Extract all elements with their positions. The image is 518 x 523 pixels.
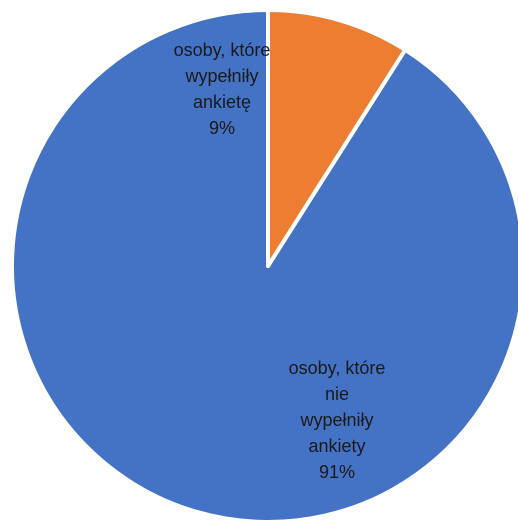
slice-label-line: wypełniły bbox=[299, 410, 373, 430]
slice-label-1: osoby, które nie wypełniły ankiety 91% bbox=[289, 358, 386, 482]
slice-label-line: ankiety bbox=[308, 436, 365, 456]
slice-label-line: wypełniły bbox=[184, 66, 258, 86]
slice-label-line: ankietę bbox=[193, 92, 251, 112]
pie-slices bbox=[10, 8, 518, 523]
pie-slice-0 bbox=[266, 8, 408, 268]
slice-percent-label: 91% bbox=[319, 462, 355, 482]
slice-label-line: nie bbox=[325, 384, 349, 404]
pie-slice-1 bbox=[10, 8, 518, 523]
slice-label-line: osoby, które bbox=[289, 358, 386, 378]
slice-label-0: osoby, które wypełniły ankietę 9% bbox=[174, 40, 271, 138]
slice-label-line: osoby, które bbox=[174, 40, 271, 60]
slice-percent-label: 9% bbox=[209, 118, 235, 138]
